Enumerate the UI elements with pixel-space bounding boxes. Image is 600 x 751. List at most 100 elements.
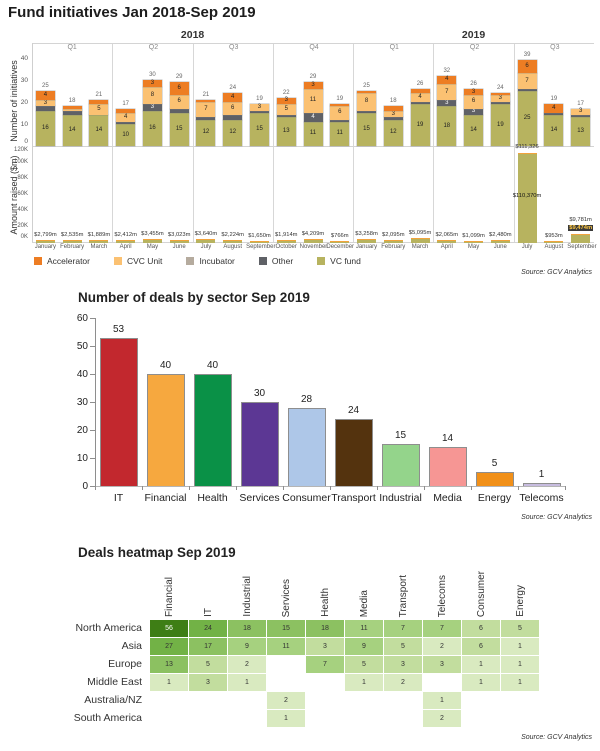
- heatmap-cell: 3: [306, 638, 344, 655]
- deals-by-sector-title: Number of deals by sector Sep 2019: [78, 290, 310, 305]
- month-label: March: [411, 244, 429, 250]
- bar-segment-vc-fund: 18: [437, 106, 457, 146]
- heatmap-row-label: Australia/NZ: [84, 694, 142, 706]
- segment-value: 6: [525, 63, 529, 70]
- sector-bar-financial: [146, 374, 185, 486]
- segment-value: 4: [445, 76, 449, 83]
- legend-label: Other: [271, 256, 294, 266]
- y-axis-line: [32, 43, 33, 242]
- y-tick-label: 20: [76, 425, 88, 436]
- heatmap-col-label: Transport: [397, 574, 409, 617]
- heatmap-cell: 11: [267, 638, 305, 655]
- bar-segment-cvc-unit: 7: [196, 102, 216, 118]
- amount-bar: [330, 241, 350, 243]
- bar-segment-other: [62, 110, 82, 116]
- heatmap-cell: 18: [306, 620, 344, 637]
- bar-segment-accelerator: [383, 106, 403, 111]
- bar-segment-other: [544, 113, 564, 116]
- amount-label: $766m: [330, 233, 349, 239]
- x-tick-mark: [565, 486, 566, 490]
- segment-value: 14: [68, 127, 76, 134]
- heatmap-cell: 1: [345, 674, 383, 691]
- month-label: January: [34, 244, 57, 250]
- segment-value: 10: [122, 131, 129, 138]
- quarter-label: Q2: [469, 44, 480, 51]
- legend-item-cvc-unit: CVC Unit: [114, 256, 162, 266]
- bar-segment-cvc-unit: 8: [357, 93, 377, 111]
- bar-total-label: 25: [42, 83, 49, 89]
- bar-segment-vc-fund: 11: [330, 121, 350, 146]
- segment-value: 12: [229, 129, 237, 136]
- bar-total-label: 39: [523, 52, 531, 59]
- bar-segment-other: [410, 102, 430, 105]
- y-axis-line: [95, 318, 96, 486]
- month-label: July: [521, 244, 533, 250]
- bar-total-label: 21: [95, 91, 103, 98]
- bar-total-label: 19: [336, 96, 344, 103]
- fund-initiatives-title: Fund initiatives Jan 2018-Sep 2019: [8, 4, 256, 21]
- amount-label: $2,065m: [435, 232, 459, 239]
- bar-segment-accelerator: 4: [544, 104, 564, 113]
- segment-value: 6: [231, 105, 235, 112]
- bar-segment-other: [383, 117, 403, 120]
- y-tick-label: 30: [76, 397, 88, 408]
- amount-label: $2,535m: [60, 231, 84, 238]
- bar-segment-vc-fund: 25: [517, 91, 537, 146]
- segment-value: 14: [95, 127, 103, 134]
- heatmap-row-label: Europe: [108, 658, 142, 670]
- quarter-group: Q3: [513, 43, 595, 242]
- sector-bar-energy: [475, 472, 514, 486]
- sector-x-label: Health: [197, 492, 228, 504]
- heatmap-col-header-transport: Transport: [384, 569, 422, 617]
- sector-value-label: 40: [206, 360, 219, 371]
- amount-label-inside: $110,370m: [512, 193, 542, 200]
- fund-initiatives-plot: 2018 2019 Q1 Q2 Q3 Q4 Q1 Q2 Q3 0 10 20 30 40 0K 20K 40K 6…: [0, 0, 600, 285]
- deals-heatmap-title: Deals heatmap Sep 2019: [78, 545, 236, 560]
- amount-bar: [169, 239, 189, 243]
- bar-segment-vc-fund: 13: [571, 117, 591, 146]
- month-label: January: [355, 244, 378, 250]
- bar-segment-vc-fund: 14: [89, 115, 109, 146]
- bar-segment-other: 3: [437, 100, 457, 107]
- bar-segment-other: [571, 115, 591, 118]
- amount-label: $5,095m: [408, 229, 432, 236]
- heatmap-cell: 27: [150, 638, 188, 655]
- segment-value: 3: [150, 104, 155, 110]
- y-tick-top: 40: [20, 55, 28, 62]
- heatmap-cell: 7: [306, 656, 344, 673]
- sector-value-label: 40: [159, 360, 172, 371]
- month-label: September: [246, 244, 276, 250]
- bar-segment-other: [276, 115, 296, 118]
- heatmap-cell: 2: [423, 638, 461, 655]
- amount-label-top: $111,326: [515, 143, 539, 150]
- heatmap-col-header-media: Media: [345, 569, 383, 617]
- bar-segment-other: [35, 106, 55, 111]
- bar-segment-accelerator: 3: [303, 82, 323, 89]
- segment-value: 7: [204, 106, 208, 113]
- y-tick-mark: [90, 346, 95, 347]
- month-label: May: [467, 244, 480, 250]
- amount-bar: [544, 241, 564, 243]
- quarter-group: Q1: [32, 43, 112, 242]
- legend-swatch: [34, 257, 42, 265]
- bar-segment-vc-fund: 13: [276, 117, 296, 146]
- bar-segment-cvc-unit: 8: [142, 86, 162, 105]
- amount-label: $953m: [544, 233, 563, 239]
- bar-segment-vc-fund: 19: [410, 104, 430, 146]
- heatmap-col-header-health: Health: [306, 569, 344, 617]
- amount-bar: [437, 240, 457, 243]
- bar-total-label: 17: [122, 100, 129, 107]
- heatmap-cell: 1: [228, 674, 266, 691]
- segment-value: 4: [231, 94, 235, 101]
- bar-segment-accelerator: [357, 91, 377, 94]
- segment-value: 3: [471, 88, 476, 95]
- amount-label: $2,480m: [489, 232, 512, 239]
- bar-segment-vc-fund: 12: [223, 119, 243, 146]
- quarter-group: Q2: [112, 43, 193, 242]
- amount-bar: [142, 239, 162, 243]
- bar-segment-accelerator: [196, 99, 216, 102]
- segment-value: 11: [336, 130, 343, 137]
- bar-total-label: 19: [256, 96, 263, 103]
- heatmap-cell: 1: [462, 656, 500, 673]
- amount-label: $1,889m: [87, 232, 111, 239]
